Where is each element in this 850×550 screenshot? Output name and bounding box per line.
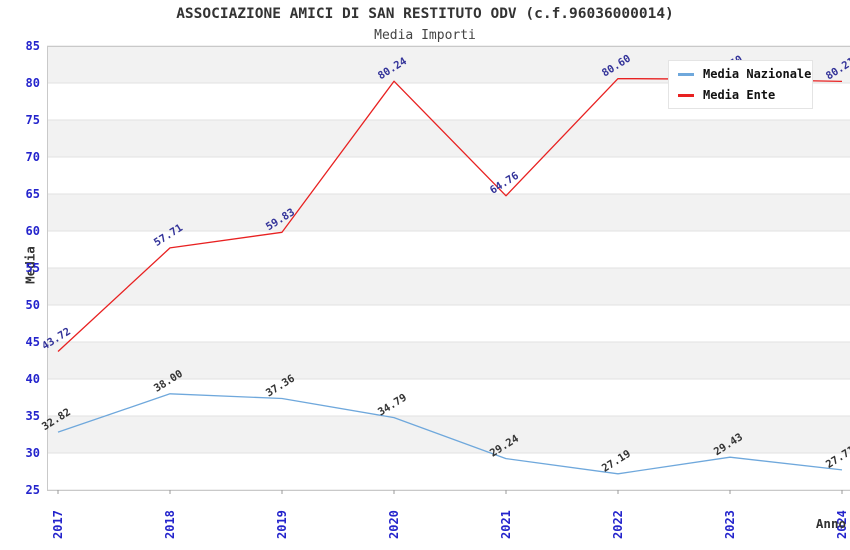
x-axis-title: Anno bbox=[815, 516, 846, 531]
y-tick-label: 40 bbox=[26, 372, 40, 386]
legend-line-swatch bbox=[678, 93, 694, 97]
x-tick-label: 2019 bbox=[275, 510, 289, 539]
y-tick-label: 80 bbox=[26, 76, 40, 90]
plot-border bbox=[47, 46, 850, 491]
x-tick-label: 2020 bbox=[387, 510, 401, 539]
x-tick-label: 2024 bbox=[835, 510, 849, 539]
plot-band bbox=[47, 120, 850, 157]
x-tick-label: 2022 bbox=[611, 510, 625, 539]
plot-band bbox=[47, 268, 850, 305]
y-tick-label: 55 bbox=[26, 261, 40, 275]
y-tick-label: 45 bbox=[26, 335, 40, 349]
y-tick-label: 25 bbox=[26, 483, 40, 497]
point-label: 64.76 bbox=[488, 170, 521, 197]
x-tick-label: 2018 bbox=[163, 510, 177, 539]
point-label: 34.79 bbox=[376, 392, 409, 419]
series-line-media-nazionale bbox=[57, 393, 843, 475]
legend-item: Media Ente bbox=[678, 88, 803, 102]
legend-label: Media Nazionale bbox=[703, 67, 812, 81]
chart-title: ASSOCIAZIONE AMICI DI SAN RESTITUTO ODV … bbox=[176, 6, 674, 22]
y-tick-label: 35 bbox=[26, 409, 40, 423]
legend: Media Nazionale Media Ente bbox=[668, 60, 813, 109]
plot-band bbox=[47, 342, 850, 379]
plot-band bbox=[47, 194, 850, 231]
plot-band bbox=[47, 416, 850, 453]
y-tick-label: 75 bbox=[26, 113, 40, 127]
chart-subtitle: Media Importi bbox=[374, 28, 476, 43]
y-tick-label: 50 bbox=[26, 298, 40, 312]
legend-label: Media Ente bbox=[703, 88, 776, 102]
y-tick-label: 30 bbox=[26, 446, 40, 460]
y-tick-label: 85 bbox=[26, 39, 40, 53]
y-tick-label: 65 bbox=[26, 187, 40, 201]
y-tick-label: 60 bbox=[26, 224, 40, 238]
legend-item: Media Nazionale bbox=[678, 67, 811, 81]
legend-line-swatch bbox=[678, 72, 694, 76]
y-tick-label: 70 bbox=[26, 150, 40, 164]
x-tick-label: 2017 bbox=[51, 510, 65, 539]
x-tick-label: 2023 bbox=[723, 510, 737, 539]
x-tick-label: 2021 bbox=[499, 510, 513, 539]
